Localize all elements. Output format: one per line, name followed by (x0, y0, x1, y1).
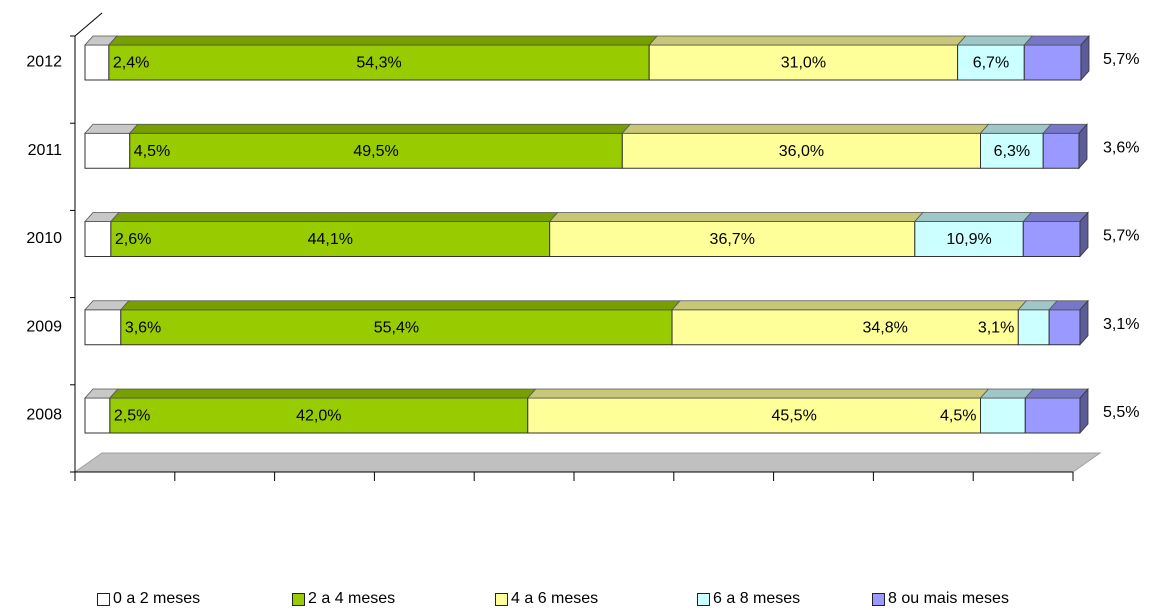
bar-segment (120, 309, 673, 346)
data-label: 3,1% (978, 319, 1014, 336)
bar-segment (1017, 309, 1050, 346)
chart-floor (73, 452, 1102, 473)
data-label: 49,5% (353, 143, 398, 160)
legend-item: 2 a 4 meses (292, 590, 395, 608)
data-label: 4,5% (134, 143, 170, 160)
bar-segment-top (84, 123, 139, 134)
bar-segment-top (107, 35, 659, 46)
bar-segment (110, 221, 551, 257)
data-label: 5,7% (1103, 228, 1139, 245)
data-label: 36,7% (710, 231, 755, 248)
bar-segment-side (1080, 34, 1090, 82)
bar-segment-top (1024, 388, 1089, 399)
legend-item: 4 a 6 meses (495, 590, 598, 608)
data-label: 31,0% (781, 55, 826, 72)
bar-segment (957, 44, 1025, 81)
bar-segment (84, 309, 122, 346)
bar-segment-side (1079, 211, 1089, 258)
data-label: 2,4% (113, 55, 149, 72)
y-tick-label: 2008 (26, 407, 62, 424)
bar-segment-side (1078, 123, 1088, 170)
bar-segment-side (1079, 387, 1089, 435)
bar-segment (648, 44, 959, 81)
data-label: 4,5% (940, 408, 976, 425)
legend-swatch (97, 592, 110, 606)
data-label: 54,3% (356, 55, 401, 72)
data-label: 34,8% (862, 319, 907, 336)
data-label: 55,4% (374, 319, 419, 336)
bar-segment (1024, 397, 1081, 434)
legend-item: 6 a 8 meses (697, 590, 800, 608)
bar-segment-top (648, 35, 967, 46)
legend-label: 2 a 4 meses (308, 590, 396, 607)
y-axis-depth-line (74, 12, 103, 37)
data-label: 3,6% (125, 319, 161, 336)
data-label: 5,7% (1103, 51, 1139, 68)
data-label: 3,1% (1103, 316, 1139, 333)
bar-segment-top (979, 388, 1035, 399)
bar-segment-top (913, 212, 1033, 222)
bar-segment-top (1023, 35, 1090, 46)
bar-segment (84, 397, 111, 434)
data-label: 3,6% (1103, 139, 1139, 156)
bar-segment (1022, 221, 1081, 257)
bar-segment-top (621, 123, 990, 134)
bar-segment-top (979, 123, 1053, 134)
legend-item: 0 a 2 meses (97, 590, 200, 608)
legend-item: 8 ou mais meses (872, 590, 1009, 608)
legend-label: 4 a 6 meses (511, 590, 599, 607)
bar-segment-top (548, 212, 924, 222)
bar-segment (549, 221, 916, 257)
bar-segment (914, 221, 1024, 257)
bar-segment (527, 397, 982, 434)
legend-swatch (495, 592, 508, 606)
bar-segment-top (956, 35, 1034, 46)
bar-segment (1023, 44, 1082, 81)
bar-segment (980, 397, 1026, 434)
legend: 0 a 2 meses 2 a 4 meses 4 a 6 meses 6 a 8 m… (0, 590, 1152, 610)
bar-segment (84, 44, 110, 81)
data-label: 2,6% (115, 231, 151, 248)
bar-segment (621, 132, 981, 169)
data-label: 6,3% (994, 143, 1030, 160)
data-label: 36,0% (779, 143, 824, 160)
y-tick-label: 2012 (26, 54, 62, 71)
bar-segment-side (1079, 299, 1089, 346)
data-label: 6,7% (973, 55, 1009, 72)
legend-label: 8 ou mais meses (888, 590, 1009, 607)
legend-label: 6 a 8 meses (713, 590, 801, 607)
bar-segment (84, 132, 131, 169)
bar-segment-top (1022, 212, 1089, 222)
data-label: 44,1% (308, 231, 353, 248)
legend-swatch (292, 592, 305, 606)
bar-segment (108, 44, 650, 81)
y-tick-label: 2009 (26, 318, 62, 335)
data-label: 2,5% (114, 408, 150, 425)
data-label: 10,9% (946, 231, 991, 248)
data-label: 45,5% (771, 408, 816, 425)
bar-segment-top (119, 300, 681, 311)
legend-label: 0 a 2 meses (113, 590, 201, 607)
bar-segment (1048, 309, 1081, 346)
bar-segment (671, 309, 1019, 346)
y-tick-label: 2010 (26, 230, 62, 247)
data-label: 5,5% (1103, 404, 1139, 421)
legend-swatch (697, 592, 710, 606)
data-label: 42,0% (296, 408, 341, 425)
bar-segment-top (671, 300, 1028, 311)
legend-swatch (872, 592, 885, 606)
y-tick-label: 2011 (28, 142, 63, 159)
bar-segment-top (526, 388, 990, 399)
bar-segment (84, 221, 112, 257)
bar-segment-top (108, 388, 537, 399)
bar-segment-top (109, 212, 559, 222)
bar-segment-top (128, 123, 632, 134)
bar-segment (1042, 132, 1080, 169)
bar-segment (109, 397, 529, 434)
